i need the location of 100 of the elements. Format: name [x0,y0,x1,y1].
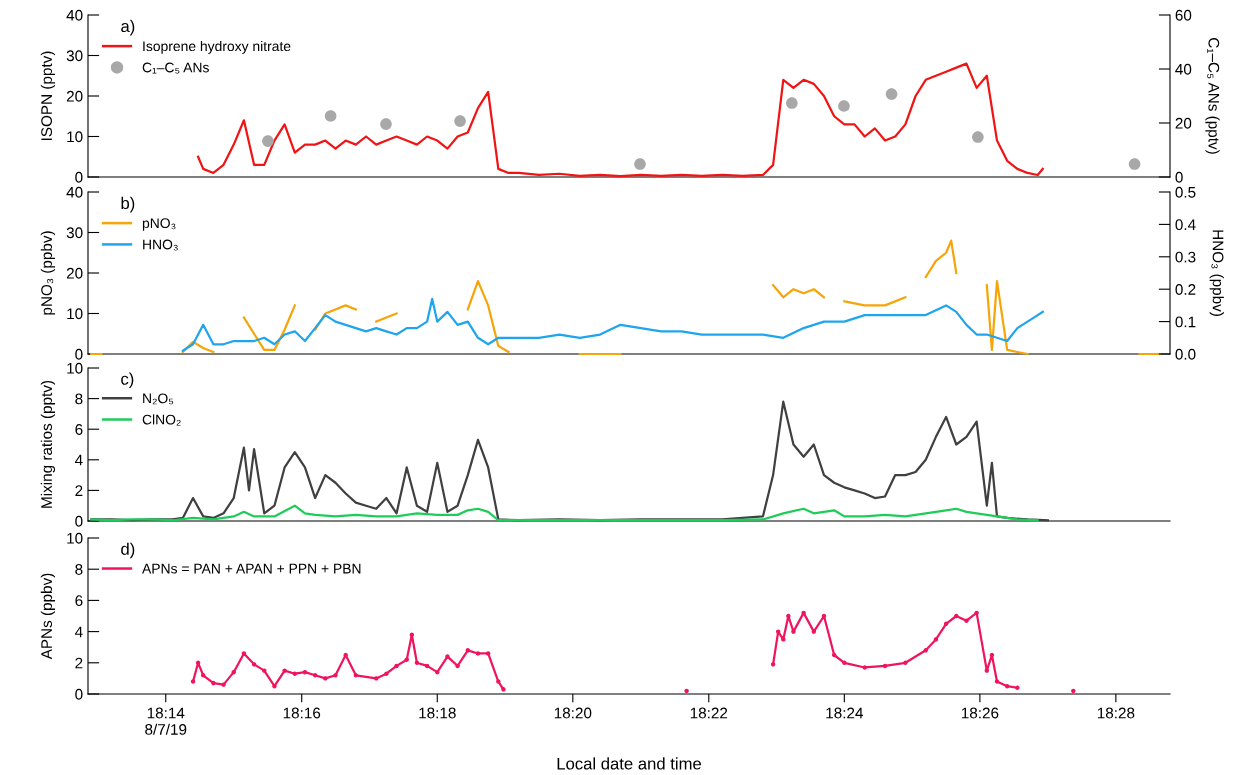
y-tick-label: 0 [75,515,83,527]
point [200,673,206,678]
y2-tick-label: 20 [1175,117,1192,129]
point [465,648,471,653]
point [324,110,337,122]
point [333,673,338,678]
point [775,629,781,634]
y-tick-label: 40 [66,186,83,198]
line-series [90,504,1039,522]
point [684,688,689,694]
point [786,97,798,109]
y-axis-title: Mixing ratios (pptv) [40,380,56,508]
point [933,637,939,642]
point [1071,688,1076,694]
point [496,679,501,684]
y-tick-label: 2 [75,485,83,496]
point [770,662,776,667]
line-series [181,297,1044,352]
x-axis-title: Local date and time [557,757,701,770]
legend-label: pNO₃ [142,218,176,231]
annotation: a) [121,19,135,36]
y2-axis-title: C₁–C₅ ANs (pptv) [1205,38,1220,154]
y2-tick-label: 0.1 [1175,316,1196,328]
y2-tick-label: 0.5 [1175,186,1196,198]
y-tick-label: 40 [66,9,83,21]
y-tick-label: 0 [75,171,83,183]
point [323,676,328,681]
y-tick-label: 2 [75,657,83,669]
y-tick-label: 8 [75,564,83,575]
y-tick-label: 20 [66,90,83,102]
point [862,665,867,670]
y2-tick-label: 60 [1175,9,1192,21]
point [831,652,837,658]
x-tick-label: 18:18 [419,707,456,719]
point [404,657,409,662]
annotation: c) [121,372,134,389]
point [475,651,481,656]
point [994,679,1000,684]
point [974,610,979,616]
point [989,652,995,658]
point [838,100,850,112]
point [435,669,440,675]
point [811,629,817,634]
y-tick-label: 10 [67,131,83,143]
point [943,621,949,627]
point [791,629,796,634]
point [455,663,460,669]
y2-axis-title: HNO₃ (ppbv) [1209,230,1224,316]
point [282,668,287,673]
point [195,660,201,666]
y2-tick-label: 0.4 [1175,219,1196,231]
x-tick-label: 18:24 [826,707,864,719]
point [923,648,928,653]
point [414,660,420,666]
point [424,663,430,669]
point [380,118,392,130]
y-axis-title: pNO₃ (ppbv) [40,231,56,315]
y-tick-label: 30 [66,50,83,62]
y-tick-label: 10 [67,362,83,374]
y-axis-title: APNs (ppbv) [40,573,56,660]
y2-tick-label: 0.0 [1175,348,1196,360]
y-tick-label: 20 [66,267,83,279]
legend-label: Isoprene hydroxy nitrate [143,40,291,54]
point [882,663,888,669]
legend-label: C₁–C₅ ANs [142,62,209,74]
y-tick-label: 0 [75,348,83,360]
point [384,671,389,676]
y2-tick-label: 0 [1175,171,1183,183]
point [801,610,806,616]
x-tick-label: 18:22 [690,707,728,719]
point [262,135,274,147]
point [231,669,236,675]
y-tick-label: 8 [75,393,83,405]
point [353,673,359,678]
x-tick-label: 18:14 8/7/19 [145,707,187,735]
point [445,654,450,659]
point [954,613,959,619]
point [972,131,984,143]
x-tick-label: 18:28 [1097,707,1135,719]
point [501,687,506,692]
legend-label: APNs = PAN + APAN + PPN + PBN [142,563,361,574]
legend-label: HNO₃ [143,239,178,251]
point [312,673,318,678]
point [343,652,348,658]
point [1004,683,1010,689]
point [373,676,379,681]
point [634,158,646,170]
y2-tick-label: 0.3 [1175,251,1196,263]
point [781,637,786,642]
point [1128,158,1141,170]
point [292,671,298,676]
point [842,660,847,666]
point [262,668,267,673]
y-tick-label: 0 [75,688,83,700]
point [302,669,308,675]
point [786,613,791,619]
y-tick-label: 30 [66,227,83,239]
point [409,632,415,637]
point [221,682,226,687]
y-tick-label: 6 [75,595,83,607]
